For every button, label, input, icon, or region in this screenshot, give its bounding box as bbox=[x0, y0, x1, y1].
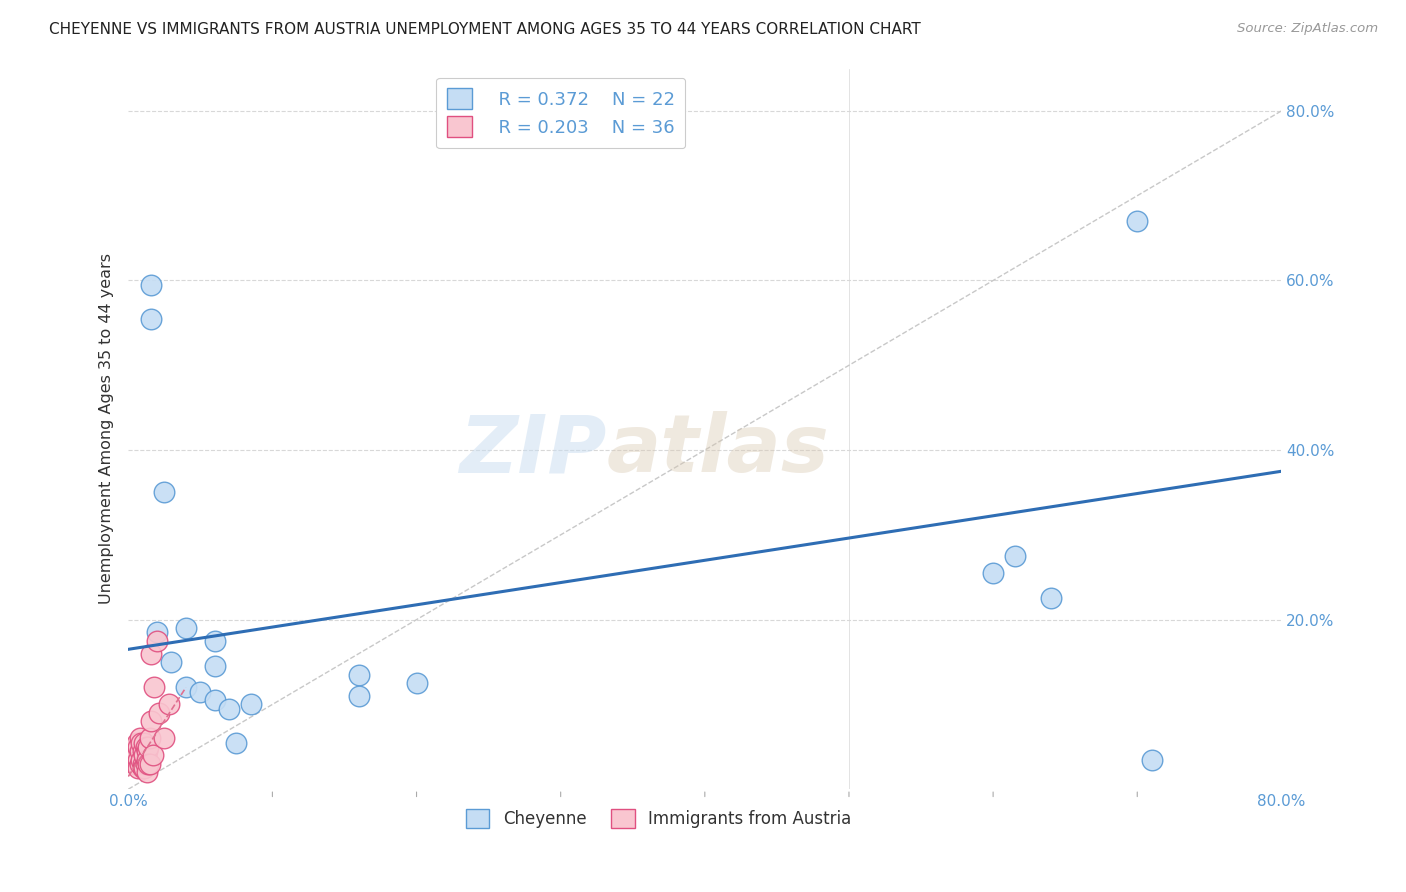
Text: CHEYENNE VS IMMIGRANTS FROM AUSTRIA UNEMPLOYMENT AMONG AGES 35 TO 44 YEARS CORRE: CHEYENNE VS IMMIGRANTS FROM AUSTRIA UNEM… bbox=[49, 22, 921, 37]
Point bbox=[131, 761, 153, 775]
Point bbox=[139, 731, 162, 746]
Point bbox=[125, 748, 148, 763]
Point bbox=[204, 633, 226, 648]
Point bbox=[174, 681, 197, 695]
Point bbox=[127, 753, 149, 767]
Point bbox=[1126, 214, 1149, 228]
Point bbox=[135, 756, 157, 771]
Point bbox=[1140, 753, 1163, 767]
Point bbox=[157, 698, 180, 712]
Point bbox=[128, 756, 150, 771]
Point bbox=[146, 633, 169, 648]
Text: atlas: atlas bbox=[607, 411, 830, 490]
Point bbox=[127, 761, 149, 775]
Point bbox=[153, 731, 176, 746]
Point bbox=[128, 744, 150, 758]
Point bbox=[141, 647, 163, 661]
Point bbox=[347, 689, 370, 703]
Point bbox=[131, 744, 153, 758]
Point bbox=[239, 698, 262, 712]
Point bbox=[141, 277, 163, 292]
Point bbox=[122, 753, 145, 767]
Point bbox=[124, 748, 146, 763]
Point bbox=[405, 676, 427, 690]
Point bbox=[160, 655, 183, 669]
Point bbox=[125, 735, 148, 749]
Point bbox=[188, 684, 211, 698]
Text: ZIP: ZIP bbox=[460, 411, 607, 490]
Point bbox=[135, 739, 157, 754]
Point bbox=[132, 735, 155, 749]
Point bbox=[128, 731, 150, 746]
Point bbox=[124, 756, 146, 771]
Point bbox=[143, 681, 166, 695]
Legend: Cheyenne, Immigrants from Austria: Cheyenne, Immigrants from Austria bbox=[460, 803, 858, 835]
Point bbox=[142, 748, 165, 763]
Point bbox=[138, 739, 160, 754]
Point bbox=[132, 748, 155, 763]
Text: Source: ZipAtlas.com: Source: ZipAtlas.com bbox=[1237, 22, 1378, 36]
Point bbox=[138, 756, 160, 771]
Point bbox=[136, 753, 159, 767]
Point bbox=[127, 739, 149, 754]
Point bbox=[136, 765, 159, 780]
Point bbox=[218, 701, 240, 715]
Point bbox=[347, 667, 370, 681]
Point bbox=[204, 693, 226, 707]
Point bbox=[146, 625, 169, 640]
Point bbox=[148, 706, 170, 720]
Point bbox=[129, 753, 152, 767]
Point bbox=[174, 621, 197, 635]
Point bbox=[136, 744, 159, 758]
Point bbox=[129, 735, 152, 749]
Point bbox=[1004, 549, 1026, 563]
Point bbox=[204, 659, 226, 673]
Point bbox=[225, 735, 247, 749]
Point bbox=[141, 311, 163, 326]
Point bbox=[131, 756, 153, 771]
Point bbox=[153, 485, 176, 500]
Y-axis label: Unemployment Among Ages 35 to 44 years: Unemployment Among Ages 35 to 44 years bbox=[100, 253, 114, 605]
Point bbox=[139, 756, 162, 771]
Point bbox=[141, 714, 163, 729]
Point bbox=[132, 761, 155, 775]
Point bbox=[1039, 591, 1062, 606]
Point bbox=[981, 566, 1004, 580]
